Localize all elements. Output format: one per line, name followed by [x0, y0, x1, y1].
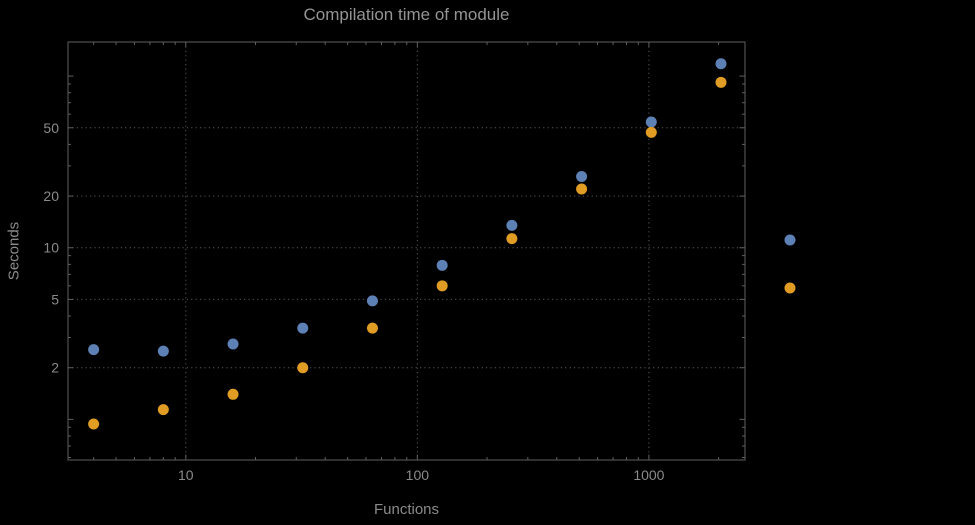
data-point: [715, 58, 727, 70]
x-tick-label: 10: [178, 467, 194, 483]
y-tick-label: 20: [43, 188, 59, 204]
data-point: [297, 322, 309, 334]
legend-marker-blue-series-marker: [784, 234, 796, 246]
data-point: [366, 322, 378, 334]
data-point: [506, 219, 518, 231]
data-point: [227, 388, 239, 400]
tick-labels: 10 100 1000 2 5 10 20 50: [43, 120, 664, 483]
gridlines: [68, 42, 745, 460]
y-tick-label: 10: [43, 240, 59, 256]
axis-ticks: [68, 42, 745, 460]
data-point: [436, 280, 448, 292]
data-point: [366, 295, 378, 307]
y-tick-label: 50: [43, 120, 59, 136]
series-blue: [88, 58, 727, 357]
data-point: [576, 183, 588, 195]
legend-marker-orange-series-marker: [784, 282, 796, 294]
data-point: [157, 404, 169, 416]
data-point: [506, 233, 518, 245]
plot-frame: [67, 41, 746, 461]
data-point: [88, 344, 100, 356]
legend: [784, 234, 796, 294]
x-tick-label: 100: [406, 467, 430, 483]
data-point: [436, 259, 448, 271]
y-tick-label: 5: [51, 291, 59, 307]
x-tick-label: 1000: [633, 467, 664, 483]
data-point: [645, 116, 657, 128]
data-point: [297, 362, 309, 374]
data-point: [157, 345, 169, 357]
data-point: [88, 418, 100, 430]
data-point: [576, 171, 588, 183]
y-tick-label: 2: [51, 360, 59, 376]
data-point: [227, 338, 239, 350]
chart-title: Compilation time of module: [303, 5, 510, 24]
x-axis-label: Functions: [373, 501, 440, 518]
series-orange: [88, 76, 727, 430]
data-point: [645, 126, 657, 138]
data-point: [715, 76, 727, 88]
